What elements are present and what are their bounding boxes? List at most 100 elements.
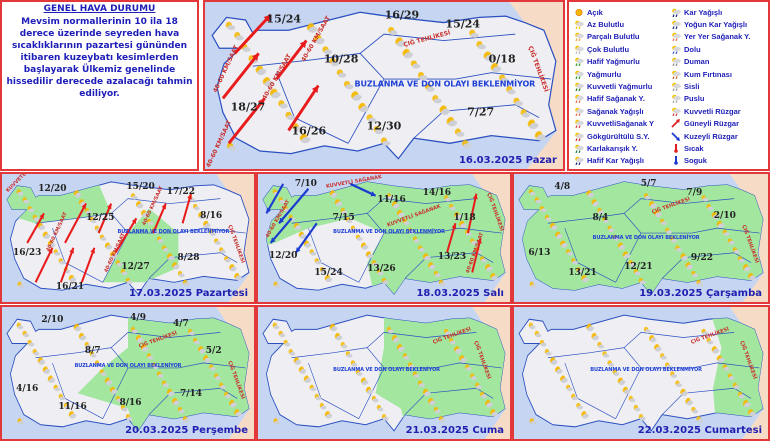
temperature-label: 7/9: [686, 188, 703, 199]
weather-symbol-icon: [528, 322, 536, 330]
weather-symbol-icon: [529, 418, 537, 425]
weather-symbol-icon: [319, 266, 327, 274]
weather-symbol-icon: [355, 369, 363, 376]
weather-symbol-icon: [392, 200, 400, 208]
legend-label: Duman: [684, 57, 710, 67]
temperature-label: 10/28: [323, 52, 359, 66]
weather-symbol-icon: [99, 234, 107, 241]
weather-symbol-icon: [115, 260, 123, 267]
weather-symbol-icon: [623, 386, 631, 394]
weather-symbol-icon: [84, 207, 92, 215]
weather-symbol-icon: [256, 65, 267, 74]
weather-symbol-icon: [350, 225, 358, 232]
weather-symbol-icon: [172, 262, 180, 269]
weather-symbol-icon: [329, 57, 340, 67]
weather-symbol-icon: [513, 97, 523, 106]
weather-symbol-icon: [229, 263, 237, 271]
legend-label: Parçalı Bulutlu: [587, 32, 640, 42]
forecast-map: 7/10 11/16 14/16 7/15 1/18 12/20 15/24 13/26 13/…: [256, 172, 512, 304]
weather-symbol-icon: [381, 414, 389, 421]
legend-item: KuvvetliSağanak Y: [574, 118, 654, 130]
weather-symbol-icon: [665, 362, 672, 369]
weather-symbol-icon: [691, 270, 699, 278]
heavy-shower-icon: [574, 119, 584, 129]
legend-label: Sağanak Yağışlı: [587, 106, 644, 116]
legend-label: Gökgürültülü S.Y.: [587, 131, 650, 141]
weather-symbol-icon: [359, 102, 369, 112]
weather-symbol-icon: [449, 203, 456, 211]
temperature-label: 9/22: [690, 253, 713, 264]
south-wind-arrow-icon: [34, 247, 54, 283]
temperature-label: 8/4: [592, 212, 609, 223]
weather-symbol-icon: [696, 279, 704, 287]
weather-symbol-icon: [743, 399, 751, 407]
weather-symbol-icon: [392, 334, 400, 342]
region-borders: [547, 332, 760, 420]
weather-symbol-icon: [340, 341, 348, 349]
weather-symbol-icon: [278, 330, 286, 338]
weather-symbol-icon: [722, 364, 730, 371]
fog-icon: [671, 82, 681, 92]
legend-label: Sisli: [684, 82, 700, 92]
temperature-label: 14/16: [422, 188, 452, 199]
south-wind-arrow-icon: [152, 203, 167, 234]
forecast-map: 2/10 4/9 4/7 8/7 5/2 4/16 11/16 8/16 7/14 ÇIĞ TEH…: [0, 305, 256, 441]
forecast-map: ÇIĞ TEHLİKESİ ÇIĞ TEHLİKESİ BUZLANMA VE DO…: [512, 305, 770, 441]
north-wind-arrow-icon: [671, 131, 681, 141]
weather-symbol-icon: [403, 48, 414, 58]
weather-symbol-icon: [388, 26, 398, 36]
weather-symbol-icon: [283, 205, 291, 213]
legend-item: Yoğun Kar Yağışlı: [671, 18, 750, 30]
weather-symbol-icon: [58, 393, 66, 401]
weather-symbol-icon: [712, 211, 720, 219]
weather-symbol-icon: [602, 216, 610, 224]
weather-symbol-icon: [79, 332, 87, 340]
cold-thermometer-icon: [671, 156, 681, 166]
weather-symbol-icon: [555, 366, 563, 373]
weather-symbol-icon: [449, 337, 456, 345]
frost-banner: BUZLANMA VE DON OLAYI BEKLENİYOR: [592, 235, 700, 241]
weather-symbol-icon: [748, 408, 756, 416]
weather-symbol-icon: [587, 323, 594, 331]
turkey-map: [6, 307, 254, 439]
weather-symbol-icon: [602, 351, 610, 358]
temperature-label: 15/20: [126, 181, 155, 192]
weather-symbol-icon: [675, 380, 682, 388]
forecast-map: 12/20 15/20 17/22 12/25 8/16 16/23 12/27 8/28 16…: [0, 172, 256, 304]
legend-item: Kuzeyli Rüzgar: [671, 130, 750, 142]
weather-symbol-icon: [315, 34, 325, 43]
map-date: 16.03.2025 Pazar: [458, 155, 557, 166]
weather-symbol-icon: [539, 339, 547, 347]
weather-symbol-icon: [151, 362, 159, 369]
weather-symbol-icon: [565, 384, 573, 392]
map-date: 22.03.2025 Cumartesi: [637, 425, 762, 436]
legend-item: Soguk: [671, 155, 750, 167]
weather-symbol-icon: [649, 200, 657, 208]
weather-symbol-icon: [628, 260, 636, 267]
weather-symbol-icon: [219, 247, 226, 254]
temperature-label: 12/27: [121, 262, 150, 273]
legend-item: Hafif Yağmurlu: [574, 56, 654, 68]
weather-symbol-icon: [576, 402, 583, 410]
weather-symbol-icon: [63, 402, 71, 410]
weather-symbol-icon: [74, 323, 82, 331]
weather-symbol-icon: [469, 29, 479, 38]
weather-symbol-icon: [485, 399, 493, 407]
weather-symbol-icon: [529, 281, 537, 289]
weather-symbol-icon: [727, 373, 735, 381]
weather-symbol-icon: [480, 391, 487, 399]
weather-symbol-icon: [69, 410, 77, 418]
temperature-label: 8/28: [177, 253, 200, 264]
temperature-label: 16/23: [13, 248, 42, 259]
weather-symbol-icon: [380, 137, 391, 146]
south-wind-arrow-icon: [446, 222, 457, 254]
weather-symbol-icon: [350, 360, 358, 367]
weather-symbol-icon: [208, 229, 216, 236]
weather-symbol-icon: [454, 211, 462, 219]
weather-symbol-icon: [544, 349, 552, 356]
weather-symbol-icon: [464, 364, 472, 371]
weather-symbol-icon: [146, 353, 154, 360]
legend-label: Yoğun Kar Yağışlı: [684, 20, 748, 30]
region-borders: [252, 33, 552, 144]
weather-symbol-icon: [428, 262, 436, 269]
